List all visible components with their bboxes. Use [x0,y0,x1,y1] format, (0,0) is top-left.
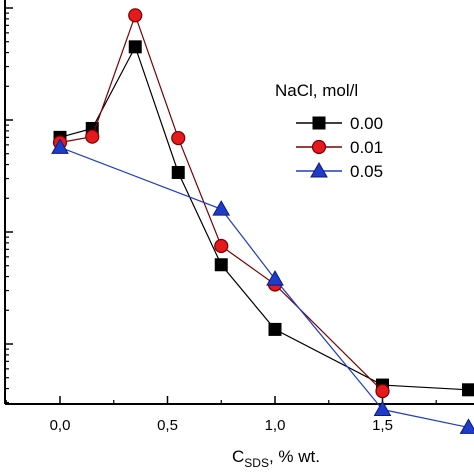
legend-title: NaCl, mol/l [275,81,358,100]
legend-marker-square [312,116,326,130]
x-axis-title: CSDS, % wt. [232,447,320,470]
data-point-square [171,165,185,179]
x-axis-title-units: , % wt. [269,447,320,466]
legend-label: 0.01 [350,138,383,157]
series-line [59,146,469,428]
data-point-triangle [373,400,392,417]
data-point-circle [375,383,390,399]
legend-marker-triangle [310,161,328,178]
legend-label: 0.00 [350,114,383,133]
data-point-circle [85,129,100,144]
data-point-circle [128,8,143,23]
data-point-square [128,40,142,54]
series-square [53,40,474,397]
series-group [51,8,474,434]
legend-entry: 0.00 [296,114,383,133]
series-triangle [51,138,474,434]
data-point-square [268,322,282,336]
legend-marker-circle [311,139,327,155]
x-tick-label: 1,5 [372,417,393,434]
data-point-circle [171,130,186,146]
x-axis-title-main: C [232,447,244,466]
axis-ticks: 0,0 0,5 1,0 1,5 [5,7,437,434]
x-axis-title-subscript: SDS [244,456,269,470]
data-point-triangle [266,270,284,286]
data-point-circle [214,238,229,254]
plot-frame [4,0,474,405]
legend-label: 0.05 [350,162,383,181]
data-point-square [462,383,474,397]
data-point-square [214,258,228,272]
legend: NaCl, mol/l 0.00 0.01 0.05 [275,81,383,181]
data-point-triangle [459,418,474,434]
legend-entry: 0.05 [296,161,383,181]
x-tick-label: 0,5 [157,417,178,434]
legend-entry: 0.01 [296,138,383,157]
data-point-triangle [51,138,69,154]
series-line [59,45,469,391]
data-point-triangle [212,200,231,216]
x-tick-label: 1,0 [265,417,286,434]
x-tick-label: 0,0 [50,417,71,434]
